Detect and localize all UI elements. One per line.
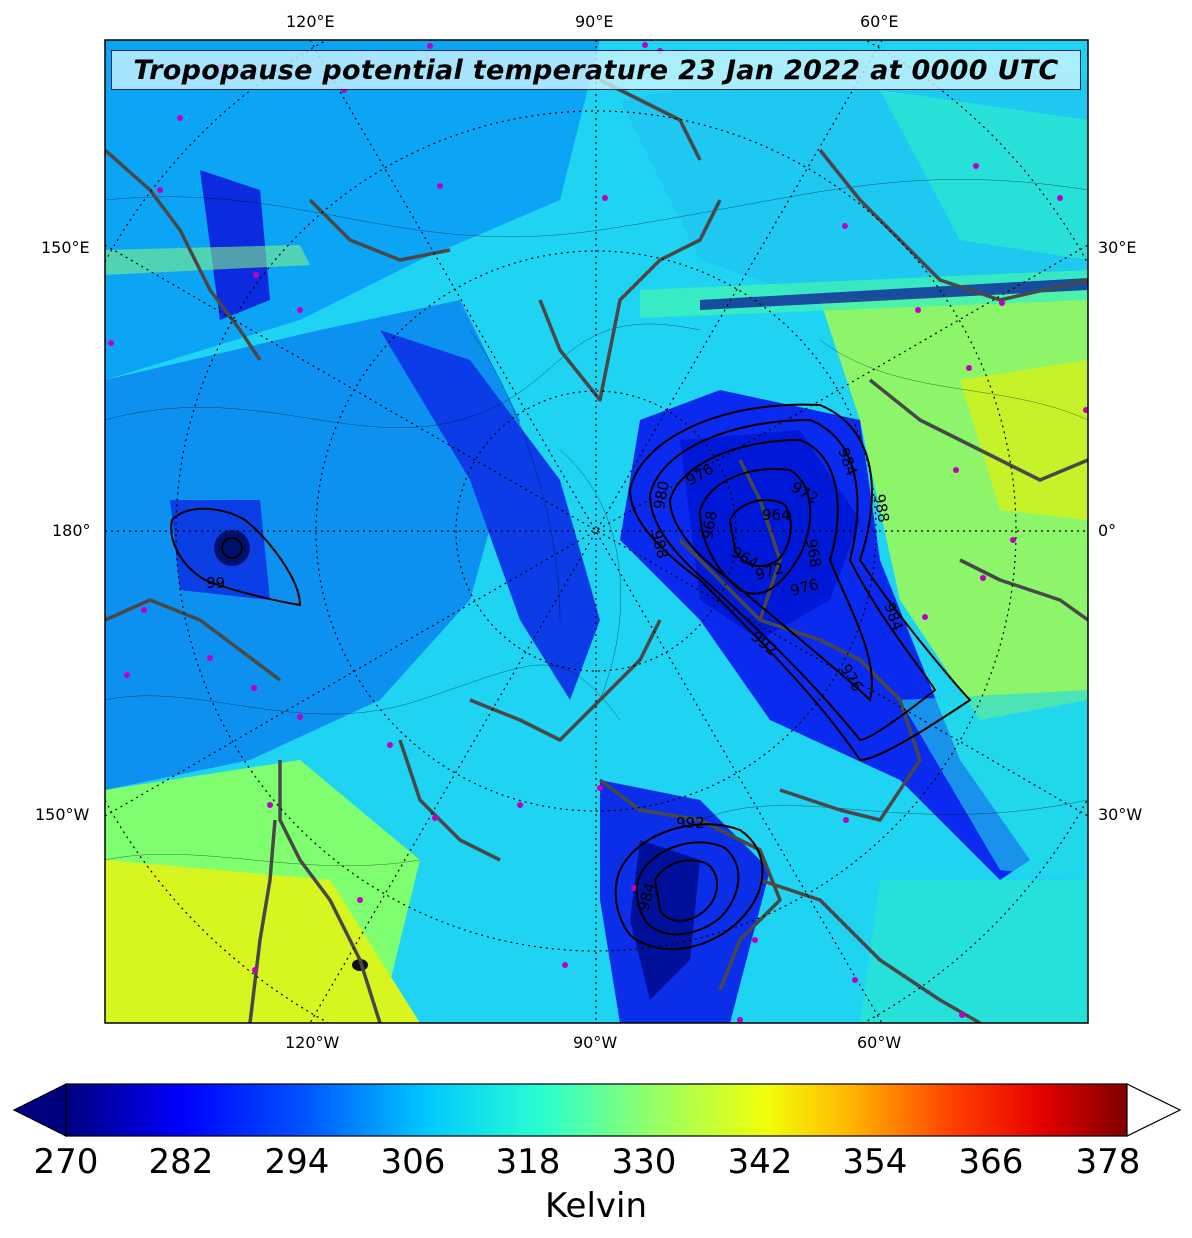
theta-isolines bbox=[105, 179, 1088, 867]
lon-label-right: 30°E bbox=[1098, 238, 1137, 257]
map-frame bbox=[104, 39, 1089, 1024]
graticule bbox=[105, 40, 1088, 1023]
colorbar-tick: 294 bbox=[264, 1142, 330, 1182]
contour-label: 976 bbox=[788, 575, 820, 600]
lon-label-top: 90°E bbox=[575, 12, 614, 31]
theta-field bbox=[105, 40, 1088, 1023]
colorbar-tick: 342 bbox=[727, 1142, 793, 1182]
colorbar-tick: 318 bbox=[495, 1142, 561, 1182]
station-markers bbox=[108, 42, 1088, 1023]
colorbar-extend-high bbox=[1126, 1083, 1182, 1137]
contour-label: 992 bbox=[676, 814, 705, 832]
contour-label: 968 bbox=[698, 509, 721, 540]
contour-label: 988 bbox=[870, 493, 893, 524]
colorbar-tick: 366 bbox=[958, 1142, 1024, 1182]
lon-label-bottom: 60°W bbox=[857, 1033, 902, 1052]
coastlines bbox=[105, 78, 1088, 1023]
contour-label: 984 bbox=[834, 445, 861, 478]
colorbar-label: Kelvin bbox=[544, 1186, 648, 1226]
contour-label: 980 bbox=[650, 479, 673, 510]
colorbar-tick: 270 bbox=[33, 1142, 99, 1182]
lon-label-right: 0° bbox=[1098, 521, 1117, 540]
contour-label: 972 bbox=[788, 478, 822, 508]
contour-label: 964 bbox=[762, 506, 791, 524]
colorbar bbox=[12, 1083, 1182, 1137]
contour-label: 984 bbox=[634, 881, 659, 913]
colorbar-tick: 330 bbox=[611, 1142, 677, 1182]
colorbar-tick: 282 bbox=[148, 1142, 214, 1182]
contour-label: 976 bbox=[683, 460, 717, 490]
colorbar-tick: 306 bbox=[380, 1142, 446, 1182]
lon-label-left: 180° bbox=[52, 521, 91, 540]
contour-label: 976 bbox=[837, 661, 867, 695]
map-title: Tropopause potential temperature 23 Jan … bbox=[133, 54, 1059, 86]
lon-label-left: 150°W bbox=[35, 805, 90, 824]
lon-label-bottom: 90°W bbox=[573, 1033, 618, 1052]
lon-label-top: 120°E bbox=[286, 12, 335, 31]
contour-label: 968 bbox=[802, 538, 825, 569]
title-box: Tropopause potential temperature 23 Jan … bbox=[111, 50, 1081, 90]
colorbar-tick: 378 bbox=[1075, 1142, 1141, 1182]
pressure-contours bbox=[170, 403, 972, 951]
contour-label: 992 bbox=[747, 627, 781, 659]
lon-label-right: 30°W bbox=[1098, 805, 1143, 824]
contour-label: 988 bbox=[647, 528, 672, 560]
lon-label-bottom: 120°W bbox=[285, 1033, 340, 1052]
contour-label: 99 bbox=[206, 574, 225, 592]
contour-label: 984 bbox=[880, 600, 907, 633]
lon-label-left: 150°E bbox=[41, 238, 90, 257]
lon-label-top: 60°E bbox=[860, 12, 899, 31]
colorbar-tick: 354 bbox=[842, 1142, 908, 1182]
